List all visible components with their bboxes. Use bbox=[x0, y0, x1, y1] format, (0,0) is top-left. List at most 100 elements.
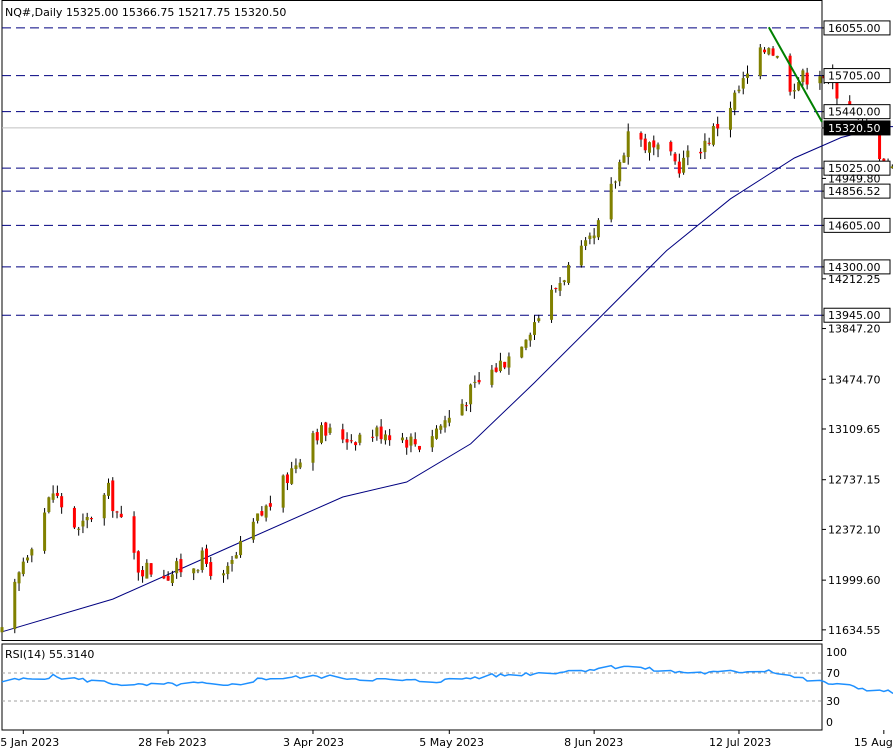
bear-candle bbox=[464, 405, 468, 407]
price-label-box bbox=[823, 20, 891, 36]
bull-candle bbox=[430, 436, 434, 448]
time-tick-label: 3 Apr 2023 bbox=[283, 736, 344, 749]
bull-candle bbox=[175, 561, 179, 574]
bear-candle bbox=[132, 516, 136, 553]
bull-candle bbox=[507, 356, 511, 368]
price-label-box bbox=[823, 160, 891, 176]
bear-candle bbox=[643, 138, 647, 151]
bull-candle bbox=[818, 76, 822, 84]
ma-line bbox=[1, 126, 893, 633]
bear-candle bbox=[285, 474, 289, 484]
rsi-level-label: 30 bbox=[826, 695, 840, 708]
bull-candle bbox=[890, 166, 893, 169]
bull-candle bbox=[613, 181, 617, 183]
bear-candle bbox=[345, 439, 349, 443]
bull-candle bbox=[21, 561, 25, 575]
bull-candle bbox=[537, 318, 541, 322]
bull-candle bbox=[43, 512, 47, 551]
bull-candle bbox=[256, 513, 260, 521]
bear-candle bbox=[324, 422, 328, 436]
price-tick-label: 14212.25 bbox=[828, 273, 881, 286]
bull-candle bbox=[648, 142, 652, 153]
bull-candle bbox=[0, 627, 4, 633]
bear-candle bbox=[878, 126, 882, 160]
bear-candle bbox=[268, 503, 272, 507]
bull-candle bbox=[520, 346, 524, 358]
price-tick-label: 15320.50 bbox=[828, 122, 881, 135]
bull-candle bbox=[767, 48, 771, 55]
bull-candle bbox=[567, 264, 571, 283]
bull-candle bbox=[447, 417, 451, 423]
bull-candle bbox=[30, 549, 34, 556]
bear-candle bbox=[716, 123, 720, 129]
bull-candle bbox=[170, 574, 174, 584]
bull-candle bbox=[200, 550, 204, 570]
bear-candle bbox=[136, 551, 140, 573]
price-tick-label: 11999.60 bbox=[828, 574, 881, 587]
bear-candle bbox=[55, 492, 59, 496]
bull-candle bbox=[26, 557, 30, 561]
price-tick-label: 12372.10 bbox=[828, 523, 881, 536]
bull-candle bbox=[328, 427, 332, 434]
bear-candle bbox=[204, 548, 208, 564]
bull-candle bbox=[792, 90, 796, 92]
price-tick-label: 14300.00 bbox=[828, 261, 881, 274]
bear-candle bbox=[111, 480, 115, 512]
bull-candle bbox=[358, 434, 362, 443]
bear-candle bbox=[554, 287, 558, 290]
bull-candle bbox=[498, 360, 502, 372]
bull-candle bbox=[311, 433, 315, 463]
price-tick-label: 13109.65 bbox=[828, 423, 881, 436]
bear-candle bbox=[179, 559, 183, 573]
bull-candle bbox=[609, 183, 613, 220]
bear-candle bbox=[115, 511, 119, 513]
bull-candle bbox=[550, 289, 554, 320]
price-tick-label: 14605.00 bbox=[828, 219, 881, 232]
bear-candle bbox=[669, 141, 673, 152]
bull-candle bbox=[596, 220, 600, 238]
bull-candle bbox=[264, 505, 268, 518]
bull-candle bbox=[528, 334, 532, 341]
price-tick-label: 14949.80 bbox=[828, 172, 881, 185]
bull-candle bbox=[622, 155, 626, 163]
bear-candle bbox=[788, 55, 792, 92]
rsi-level-label: 0 bbox=[826, 716, 833, 729]
bull-candle bbox=[222, 573, 226, 576]
bull-candle bbox=[460, 403, 464, 416]
bull-candle bbox=[439, 425, 443, 430]
bull-candle bbox=[294, 465, 298, 469]
trendline[interactable] bbox=[767, 26, 823, 123]
bull-candle bbox=[579, 245, 583, 266]
price-label-box bbox=[823, 120, 891, 136]
bear-candle bbox=[379, 426, 383, 440]
bear-candle bbox=[141, 570, 145, 577]
bear-candle bbox=[354, 442, 358, 446]
bull-candle bbox=[758, 47, 762, 77]
bear-candle bbox=[699, 151, 703, 154]
bear-candle bbox=[835, 80, 839, 99]
bear-candle bbox=[388, 435, 392, 441]
bull-candle bbox=[733, 92, 737, 110]
bull-candle bbox=[85, 516, 89, 521]
rsi-level-label: 70 bbox=[826, 667, 840, 680]
bear-candle bbox=[771, 48, 775, 56]
time-tick-label: 8 Jun 2023 bbox=[564, 736, 623, 749]
price-label-box bbox=[823, 259, 891, 275]
bull-candle bbox=[230, 559, 234, 564]
price-label-box bbox=[823, 68, 891, 84]
rsi-panel: 100 70 30 0 bbox=[1, 646, 893, 729]
bull-candle bbox=[711, 126, 715, 145]
bear-candle bbox=[405, 439, 409, 448]
bull-candle bbox=[490, 369, 494, 385]
bull-candle bbox=[17, 572, 21, 584]
bull-candle bbox=[524, 339, 528, 348]
price-tick-label: 13945.00 bbox=[828, 309, 881, 322]
bull-candle bbox=[741, 78, 745, 89]
price-label-box bbox=[823, 217, 891, 233]
bear-candle bbox=[477, 379, 481, 383]
bull-candle bbox=[703, 140, 707, 153]
rsi-title: RSI(14) 55.3140 bbox=[5, 648, 95, 661]
price-label-box bbox=[823, 183, 891, 199]
bull-candle bbox=[686, 150, 690, 158]
